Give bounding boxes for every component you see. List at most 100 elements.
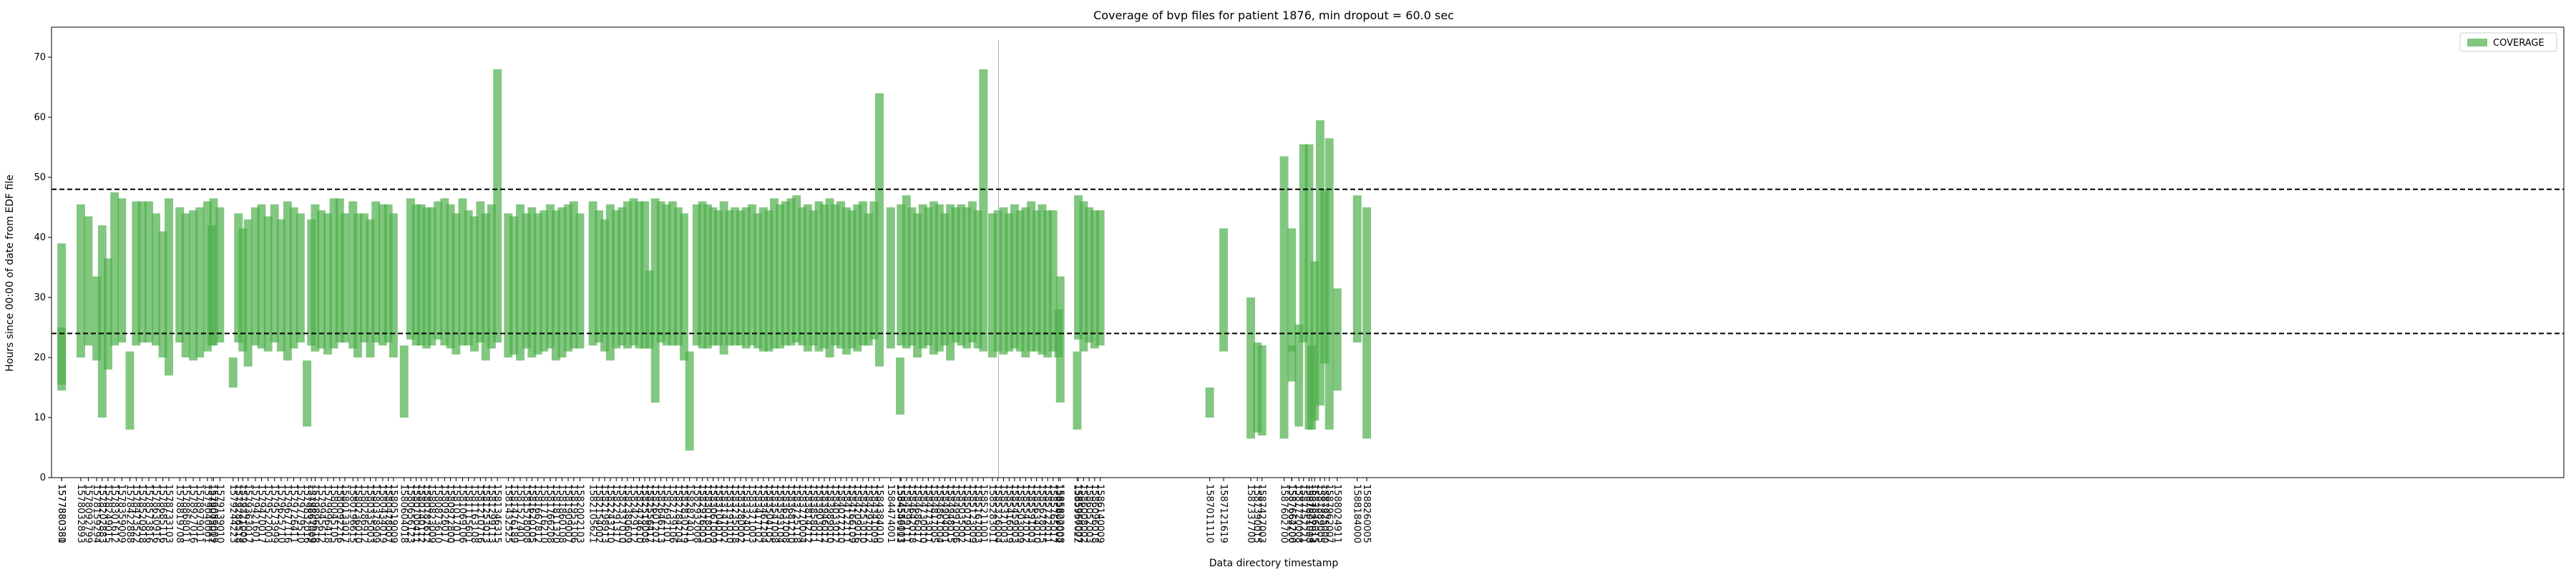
coverage-bar [117,198,127,342]
coverage-bar [137,201,147,342]
coverage-bar [175,207,185,342]
coverage-bar [551,210,560,361]
x-tick-label: 1581346315 [492,484,502,543]
x-tick-label: 1581578008 [521,484,532,543]
x-tick-label: 1583371003 [746,484,757,543]
coverage-bar [645,270,654,349]
coverage-bar [918,204,927,349]
coverage-bar [967,201,977,342]
x-tick-label: 1582243710 [605,484,615,543]
coverage-bar [725,210,734,346]
x-tick-label: 1581667812 [532,484,543,543]
coverage-bar [769,198,779,349]
coverage-bar [110,192,119,346]
coverage-bar [853,204,862,352]
x-tick-label: 1584730010 [917,484,928,543]
coverage-bar [913,213,922,358]
x-tick-label: 1579677116 [282,484,293,543]
coverage-bar [440,198,449,346]
x-tick-label: 1578630916 [150,484,161,543]
x-tick-label: 1587757221 [1298,484,1309,543]
x-tick-label: 1582874011 [684,484,695,543]
coverage-bar [935,204,944,352]
coverage-bar [516,204,525,361]
x-tick-label: 1580236010 [352,484,363,543]
coverage-bar [1287,228,1297,352]
x-tick-label: 1587822014 [1306,484,1317,543]
x-tick-label: 1584817005 [928,484,939,543]
coverage-bar [962,207,972,349]
x-tick-label: 1583770004 [796,484,807,543]
coverage-bar [703,204,712,349]
coverage-bar [809,210,818,346]
x-tick-label: 1585591003 [1025,484,1036,543]
x-tick-label: 1578032893 [75,484,86,543]
coverage-bar [92,276,102,361]
x-tick-label: 1579945612 [316,484,326,543]
coverage-bar [1079,201,1088,352]
coverage-bar [618,207,627,346]
coverage-bar [209,198,218,346]
x-tick-label: 1584474001 [885,484,896,543]
coverage-bar [371,201,381,342]
coverage-bar [522,213,531,349]
x-tick-label: 1582105621 [587,484,598,543]
x-tick-label: 1582932008 [691,484,702,543]
coverage-bar [588,201,597,346]
x-tick-label: 1584948015 [945,484,955,543]
coverage-bar [875,93,884,367]
x-tick-label: 1578868011 [180,484,191,543]
x-tick-label: 1580604018 [399,484,409,543]
x-tick-label: 1581115601 [463,484,474,543]
coverage-bar [951,207,960,342]
coverage-bar [1279,156,1289,439]
x-tick-label: 1582380609 [622,484,633,543]
coverage-bar [509,216,518,355]
coverage-bar [1304,144,1314,430]
x-tick-label: 1580045105 [328,484,339,543]
reference-lines [52,40,2564,478]
coverage-bar [786,198,796,346]
x-tick-label: 1584549111 [894,484,905,543]
x-tick-label: 1580823009 [426,484,436,543]
x-tick-label: 1584861004 [934,484,945,543]
x-tick-label: 1581210716 [474,484,485,543]
x-tick-label: 1583814212 [802,484,813,543]
x-tick-label: 1584297012 [863,484,874,543]
coverage-bar [575,213,585,349]
x-tick-label: 1585634010 [1031,484,1042,543]
coverage-bar [1027,201,1036,352]
coverage-bar [605,204,615,361]
coverage-bar [1257,345,1267,436]
x-tick-label: 1585957022 [1071,484,1082,543]
coverage-bar [416,204,426,346]
coverage-bar [973,210,982,349]
coverage-bar [650,198,660,403]
x-tick-label: 1579421601 [250,484,260,543]
x-tick-label: 1582830219 [678,484,689,543]
coverage-bar [366,219,375,358]
coverage-bar [195,207,205,358]
x-tick-label: 1578301612 [109,484,119,543]
coverage-bar [698,201,707,349]
x-tick-label: 1588184000 [1352,484,1362,543]
x-tick-label: 1582692101 [661,484,672,543]
coverage-bar [776,204,784,349]
coverage-bar [203,201,212,352]
x-tick-label: 1580740112 [416,484,426,543]
x-tick-label: 1578249015 [102,484,113,543]
coverage-bar [1005,213,1014,352]
x-tick-label: 1585503009 [1015,484,1025,543]
coverage-bar [1090,210,1099,349]
x-tick-label: 1579867009 [306,484,316,543]
legend-swatch [2467,39,2487,46]
coverage-bar [640,201,650,349]
x-tick-label: 1585809002 [1053,484,1063,543]
coverage-bar [145,201,153,342]
coverage-bar [158,231,167,358]
x-tick-label: 1580133017 [339,484,350,543]
x-tick-label: 1587390015 [1252,484,1262,543]
x-tick-label: 1581766208 [545,484,555,543]
x-tick-label: 1579522003 [263,484,273,543]
